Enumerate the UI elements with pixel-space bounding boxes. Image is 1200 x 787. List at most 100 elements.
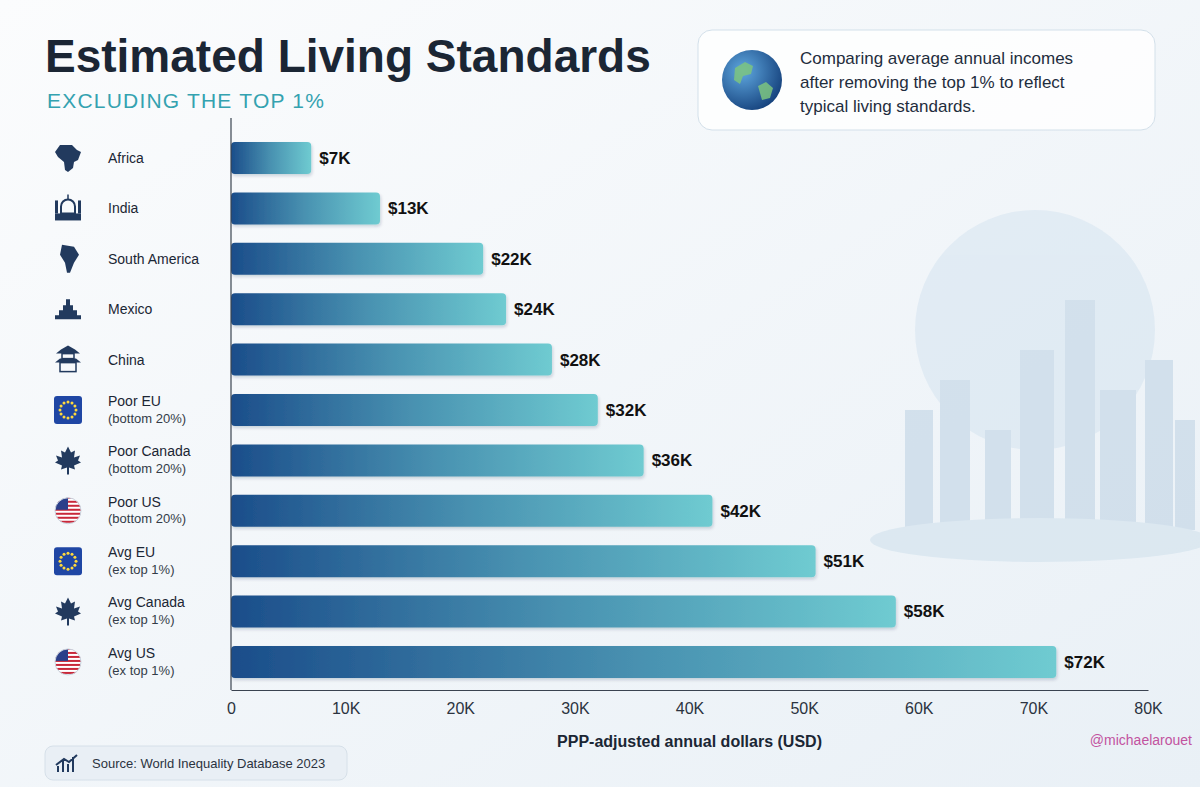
x-tick: 20K xyxy=(447,690,476,717)
annotation-line: after removing the top 1% to reflect xyxy=(800,73,1065,92)
annotation-panel xyxy=(698,30,1155,130)
icon-star xyxy=(67,568,70,571)
icon-star xyxy=(59,409,62,412)
y-axis-line xyxy=(230,118,231,690)
category-label: India xyxy=(108,200,139,216)
icon-stripe xyxy=(54,672,82,674)
data-label: $58K xyxy=(904,602,945,621)
icon-shape xyxy=(62,354,74,359)
category-label-line: (ex top 1%) xyxy=(108,663,174,678)
x-tick-label: 40K xyxy=(676,700,705,717)
category-icon xyxy=(54,497,82,525)
icon-stripe xyxy=(54,517,82,519)
icon-shape xyxy=(55,346,81,363)
icon-shape xyxy=(55,200,58,213)
x-tick-label: 10K xyxy=(332,700,361,717)
category-label: Avg US (ex top 1%) xyxy=(108,645,174,678)
icon-star xyxy=(73,564,76,567)
data-label: $51K xyxy=(824,552,865,571)
category-label: China xyxy=(108,352,145,368)
subtitle: EXCLUDING THE TOP 1% xyxy=(47,89,325,112)
category-label-line: (bottom 20%) xyxy=(108,461,186,476)
background xyxy=(0,0,1200,787)
data-label: $32K xyxy=(606,401,647,420)
bar xyxy=(231,444,644,476)
icon-star xyxy=(67,401,70,404)
icon-shape xyxy=(55,299,81,319)
category-label-line: Avg Canada xyxy=(108,594,185,610)
icon-star xyxy=(71,567,74,570)
x-axis-title: PPP-adjusted annual dollars (USD) xyxy=(557,733,822,750)
category-icon xyxy=(54,396,82,424)
category-label-line: (bottom 20%) xyxy=(108,511,186,526)
icon-stripe xyxy=(54,513,82,515)
bar xyxy=(231,545,816,577)
icon-star xyxy=(75,409,78,412)
icon-shape xyxy=(78,200,81,213)
icon-star xyxy=(60,413,63,416)
bar xyxy=(231,192,380,224)
x-tick: 10K xyxy=(332,690,361,717)
icon-ring xyxy=(55,498,81,524)
illustration-ground xyxy=(870,518,1200,562)
icon-flag xyxy=(54,497,82,525)
illustration-building xyxy=(1065,300,1095,530)
data-label: $13K xyxy=(388,199,429,218)
source-icon xyxy=(56,755,77,772)
x-tick: 60K xyxy=(905,690,934,717)
icon-star xyxy=(60,556,63,559)
bar xyxy=(231,646,1056,678)
chart-svg: Estimated Living Standards EXCLUDING THE … xyxy=(0,0,1200,787)
x-axis: 010K20K30K40K50K60K70K80K xyxy=(227,690,1163,717)
illustration-building xyxy=(940,380,970,530)
data-labels: $7K$13K$22K$24K$28K$32K$36K$42K$51K$58K$… xyxy=(319,149,1105,672)
category-label-line: Avg US xyxy=(108,645,155,661)
illustration-building xyxy=(1100,390,1136,530)
illustration-building xyxy=(985,430,1011,530)
category-label-line: Poor Canada xyxy=(108,443,191,459)
x-tick-label: 70K xyxy=(1020,700,1049,717)
data-label: $72K xyxy=(1064,653,1105,672)
x-tick: 70K xyxy=(1020,690,1049,717)
icon-shape xyxy=(55,213,81,220)
category-label-line: (bottom 20%) xyxy=(108,411,186,426)
icon-stripe xyxy=(54,664,82,666)
icon-shape xyxy=(55,446,81,474)
x-tick: 40K xyxy=(676,690,705,717)
category-icon xyxy=(55,299,81,319)
data-label: $22K xyxy=(491,250,532,269)
icon-canton xyxy=(54,497,68,510)
category-icon xyxy=(55,346,81,372)
icon-shape xyxy=(67,194,69,199)
title: Estimated Living Standards xyxy=(45,30,651,82)
x-tick: 30K xyxy=(561,690,590,717)
bar xyxy=(231,394,598,426)
source-panel xyxy=(45,746,347,780)
icon-star xyxy=(71,553,74,556)
category-label: Poor Canada (bottom 20%) xyxy=(108,443,191,476)
illustration-building xyxy=(1020,350,1054,530)
category-icon xyxy=(54,547,82,575)
x-tick: 50K xyxy=(790,690,819,717)
illustration-building xyxy=(1175,420,1195,530)
annotation-line: Comparing average annual incomes xyxy=(800,49,1073,68)
icon-stripe xyxy=(54,521,82,523)
icon-shape xyxy=(55,145,81,172)
annotation-globe-land xyxy=(734,62,773,100)
data-label: $7K xyxy=(319,149,351,168)
category-icon xyxy=(55,194,81,220)
x-tick-label: 20K xyxy=(447,700,476,717)
icon-shape xyxy=(60,245,79,273)
category-labels: AfricaIndiaSouth AmericaMexicoChinaPoor … xyxy=(54,145,199,678)
icon-star xyxy=(75,560,78,563)
credit: @michaelarouet xyxy=(1090,732,1192,748)
icon-star xyxy=(63,553,66,556)
icon-shape xyxy=(55,598,81,626)
icon-star xyxy=(63,567,66,570)
source-box: Source: World Inequality Database 2023 xyxy=(45,746,347,780)
x-tick: 0 xyxy=(227,690,236,717)
bar xyxy=(231,344,552,376)
category-label: Avg EU(ex top 1%) xyxy=(108,544,174,577)
annotation-text: Comparing average annual incomes after re… xyxy=(800,49,1073,116)
x-tick-label: 30K xyxy=(561,700,590,717)
